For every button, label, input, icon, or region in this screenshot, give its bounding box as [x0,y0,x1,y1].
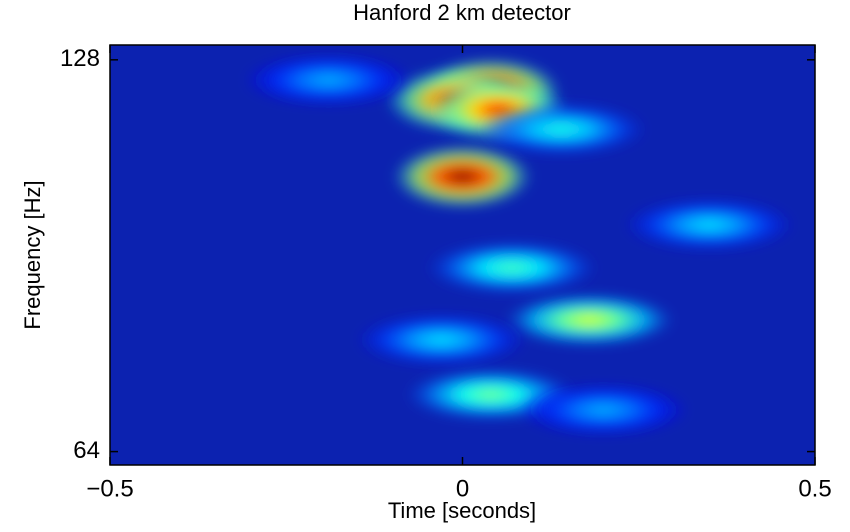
heatmap-cell [426,241,597,294]
y-tick-label: 64 [73,437,100,464]
y-axis-label: Frequency [Hz] [20,180,45,329]
chart-title: Hanford 2 km detector [353,0,571,25]
heatmap-cell [392,144,533,209]
x-tick-label: −0.5 [86,475,133,502]
x-axis-label: Time [seconds] [388,498,536,523]
heatmap-cell [476,103,647,156]
heatmap-cell [624,198,795,251]
heatmap-cell [356,313,527,366]
heatmap-cell [504,293,675,346]
y-tick-label: 128 [60,45,100,72]
heatmap-cell [518,383,689,436]
axes: −0.5 0 0.5 64 128 [60,44,832,502]
x-tick-label: 0.5 [798,475,831,502]
heatmap-cell [243,54,414,107]
x-tick-label: 0 [456,475,469,502]
plot-area [110,45,815,465]
